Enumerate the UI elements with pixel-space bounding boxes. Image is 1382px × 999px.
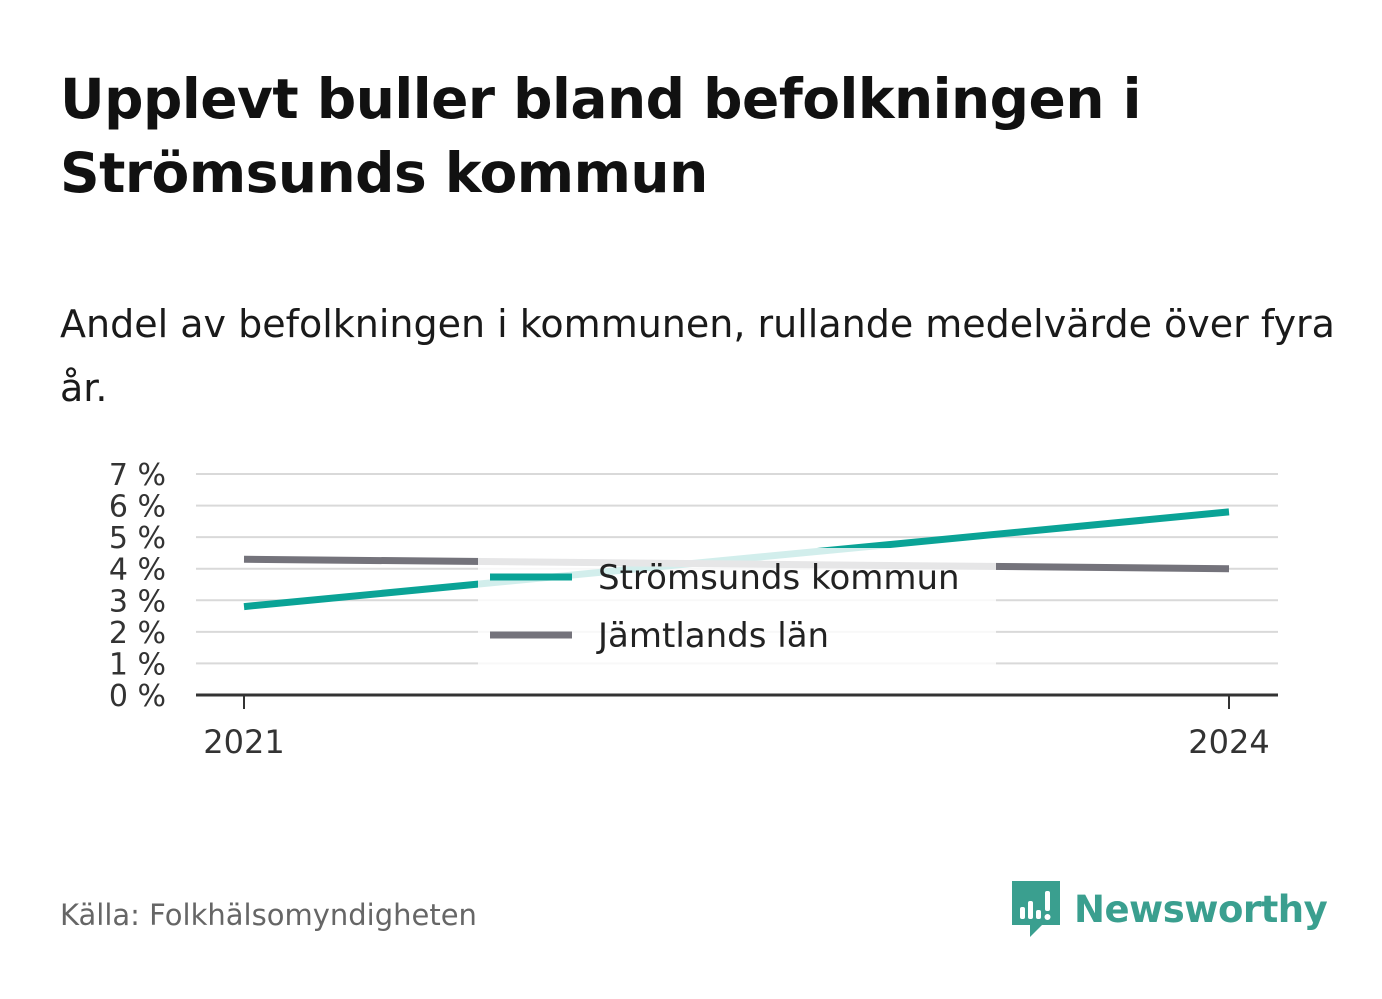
- brand-logo: Newsworthy: [1010, 878, 1328, 940]
- y-tick-label: 6 %: [109, 490, 166, 525]
- x-tick-label: 2021: [203, 723, 284, 761]
- y-tick-label: 5 %: [109, 521, 166, 556]
- chart-title: Upplevt buller bland befolkningen i Strö…: [60, 67, 1141, 205]
- legend-background: [478, 548, 996, 666]
- legend-label: Strömsunds kommun: [598, 558, 960, 598]
- y-tick-label: 2 %: [109, 616, 166, 651]
- chart-subtitle: Andel av befolkningen i kommunen, rullan…: [60, 302, 1335, 410]
- x-axis: 2021 2024: [196, 693, 1278, 761]
- line-chart: 0 %1 %2 %3 %4 %5 %6 %7 % 2021 2024 Ströms…: [109, 458, 1278, 761]
- y-tick-label: 4 %: [109, 553, 166, 588]
- x-tick-label: 2024: [1188, 723, 1269, 761]
- bar-chart-speech-bubble-icon: [1012, 881, 1060, 937]
- y-tick-label: 0 %: [109, 679, 166, 714]
- y-tick-label: 1 %: [109, 647, 166, 682]
- y-axis-tick-labels: 0 %1 %2 %3 %4 %5 %6 %7 %: [109, 458, 166, 714]
- y-tick-label: 7 %: [109, 458, 166, 493]
- brand-name: Newsworthy: [1074, 887, 1328, 931]
- legend-label: Jämtlands län: [596, 616, 829, 656]
- source-note: Källa: Folkhälsomyndigheten: [60, 898, 477, 932]
- y-tick-label: 3 %: [109, 584, 166, 619]
- legend: Strömsunds kommun Jämtlands län: [478, 548, 996, 666]
